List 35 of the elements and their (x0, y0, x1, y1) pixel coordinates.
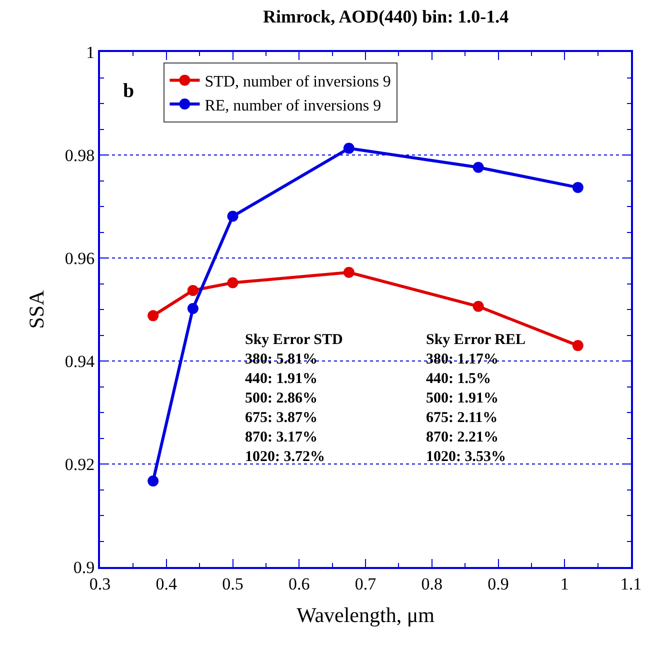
y-tick-label: 0.98 (64, 146, 95, 165)
x-tick-label: 0.3 (89, 574, 111, 594)
x-tick-label: 0.8 (421, 574, 443, 594)
y-tick-label: 0.96 (64, 248, 95, 268)
chart-title: Rimrock, AOD(440) bin: 1.0-1.4 (263, 6, 509, 27)
x-tick-label: 0.9 (488, 574, 509, 594)
y-axis-title: SSA (24, 289, 48, 329)
x-axis-title: Wavelength, μm (296, 603, 434, 628)
legend-label: STD, number of inversions 9 (204, 73, 391, 90)
point (187, 302, 198, 314)
x-tick-label: 0.4 (156, 574, 178, 594)
point (148, 475, 159, 486)
point (187, 284, 198, 296)
y-tick-label: 0.92 (64, 454, 95, 474)
annotation: Sky Error REL 380: 1.17% 440: 1.5% 500: 1.91% 675: 2.11% 870: 2.21% 1020: 3.53% (426, 332, 526, 465)
point (472, 300, 484, 312)
x-tick-label: 1.1 (620, 574, 642, 594)
y-tick-label: 1 (86, 42, 95, 62)
x-tick-label: 1 (560, 574, 569, 594)
point (148, 310, 159, 322)
point (343, 142, 354, 154)
x-tick-label: 0.6 (288, 574, 310, 594)
point (572, 182, 584, 193)
point (472, 162, 484, 173)
point (572, 340, 584, 352)
point (343, 266, 354, 278)
x-tick-label: 0.5 (222, 574, 244, 594)
annotation: b (123, 80, 134, 102)
annotation: Sky Error STD 380: 5.81% 440: 1.91% 500: 2.86% 675: 3.87% 870: 3.17% 1020: 3.72% (245, 332, 343, 465)
x-tick-label: 0.7 (354, 574, 377, 594)
y-tick-label: 0.94 (64, 352, 96, 371)
point (227, 277, 238, 288)
point (227, 210, 238, 222)
legend-label: RE, number of inversions 9 (204, 97, 382, 114)
y-tick-label: 0.9 (73, 558, 95, 577)
